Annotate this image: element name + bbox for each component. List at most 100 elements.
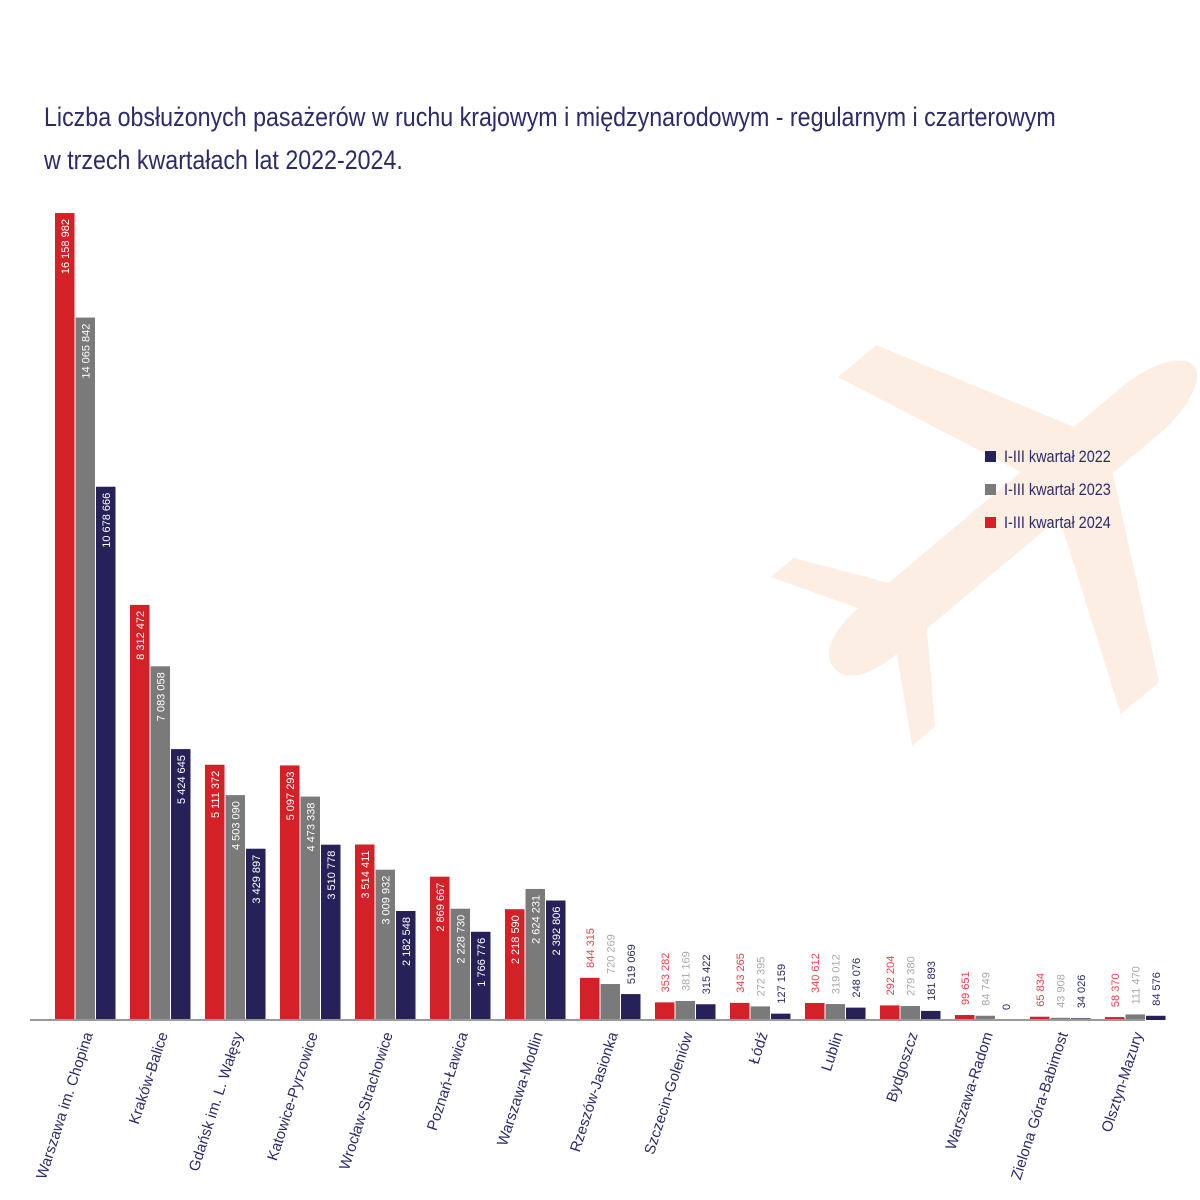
bar [280, 765, 300, 1020]
bar [1050, 1017, 1070, 1020]
data-label: 2 218 590 [510, 915, 522, 964]
data-label: 353 282 [660, 953, 672, 993]
data-label: 10 678 666 [101, 493, 113, 548]
legend-swatch [985, 517, 996, 528]
data-label: 519 069 [626, 944, 638, 984]
bar [825, 1004, 845, 1020]
bar [621, 994, 641, 1020]
data-label: 127 159 [776, 964, 788, 1004]
data-label: 844 315 [585, 928, 597, 968]
bar [150, 666, 170, 1020]
data-label: 3 429 897 [251, 855, 263, 904]
category-label: Szczecin-Goleniów [641, 1030, 697, 1157]
bar [1030, 1016, 1050, 1020]
data-label: 84 749 [981, 972, 993, 1006]
bar [1146, 1015, 1166, 1020]
bar [805, 1002, 825, 1020]
bar [505, 909, 525, 1020]
data-label: 5 097 293 [285, 771, 297, 820]
data-label: 99 651 [960, 971, 972, 1005]
bar [430, 876, 450, 1020]
legend-swatch [985, 451, 996, 462]
data-label: 381 169 [681, 951, 693, 991]
data-label: 58 370 [1110, 973, 1122, 1007]
data-label: 84 576 [1151, 972, 1163, 1006]
chart-title-line-2: w trzech kwartałach lat 2022-2024. [44, 145, 403, 175]
legend-label: I-III kwartał 2022 [1004, 446, 1111, 466]
category-label: Zielona Góra-Babimost [1008, 1029, 1072, 1182]
legend-swatch [985, 484, 996, 495]
data-label: 2 182 548 [401, 917, 413, 966]
data-label: 2 228 730 [456, 915, 468, 964]
data-label: 343 265 [735, 953, 747, 993]
data-label: 2 624 231 [531, 895, 543, 944]
category-label: Wrocław-Strachowice [336, 1030, 397, 1172]
bar [921, 1010, 941, 1020]
bar [750, 1006, 770, 1020]
bar [246, 848, 266, 1020]
legend: I-III kwartał 2022 I-III kwartał 2023 I-… [985, 440, 1130, 539]
data-label: 340 612 [810, 953, 822, 993]
bar [96, 486, 116, 1020]
bar [675, 1000, 695, 1020]
legend-item-2024: I-III kwartał 2024 [985, 506, 1130, 539]
bar [880, 1005, 900, 1020]
bar [130, 604, 150, 1020]
data-label: 5 111 372 [210, 771, 222, 818]
bar [975, 1015, 995, 1020]
bar [225, 795, 245, 1020]
bar [75, 317, 95, 1020]
data-label: 272 395 [756, 957, 768, 997]
category-label: Olsztyn-Mazury [1098, 1030, 1147, 1135]
data-label: 65 834 [1035, 973, 1047, 1007]
category-label: Bydgoszcz [883, 1030, 922, 1104]
category-label: Gdańsk im. L. Wałęsy [186, 1030, 247, 1174]
data-label: 2 392 806 [551, 907, 563, 956]
data-label: 720 269 [606, 934, 618, 974]
bar [900, 1006, 920, 1020]
data-label: 43 908 [1056, 974, 1068, 1008]
bar [600, 984, 620, 1020]
bar [846, 1007, 866, 1020]
bar [955, 1015, 975, 1020]
category-label: Katowice-Pyrzowice [264, 1030, 322, 1163]
category-label: Łódź [746, 1030, 772, 1066]
bar [730, 1002, 750, 1020]
bar [1105, 1017, 1125, 1020]
data-label: 3 009 932 [381, 876, 393, 925]
bar [300, 796, 320, 1020]
data-label: 315 422 [701, 954, 713, 994]
bar [171, 749, 191, 1020]
data-label: 319 012 [831, 954, 843, 994]
data-label: 1 766 776 [476, 938, 488, 987]
category-label: Warszawa-Radom [943, 1030, 997, 1152]
data-label: 5 424 645 [176, 755, 188, 804]
category-label: Poznań-Ławica [424, 1029, 472, 1132]
bar [471, 931, 491, 1020]
bar [321, 844, 341, 1020]
data-label: 7 083 058 [156, 672, 168, 721]
bar [771, 1013, 791, 1020]
bar [580, 977, 600, 1020]
bar [355, 844, 375, 1020]
bar [1125, 1014, 1145, 1020]
category-label: Warszawa im. Chopina [33, 1029, 97, 1181]
category-label: Rzeszów-Jasionka [567, 1029, 622, 1154]
data-label: 2 869 667 [435, 883, 447, 932]
bar [396, 911, 416, 1020]
data-label: 3 514 411 [360, 850, 372, 898]
airplane-watermark-icon [770, 345, 1197, 746]
chart-title: Liczba obsłużonych pasażerów w ruchu kra… [44, 96, 1184, 182]
data-label: 34 026 [1076, 975, 1088, 1009]
data-label: 0 [1001, 1004, 1013, 1010]
legend-item-2023: I-III kwartał 2023 [985, 473, 1130, 506]
data-label: 8 312 472 [135, 611, 147, 660]
bar [205, 764, 225, 1020]
data-label: 181 893 [926, 961, 938, 1001]
legend-item-2022: I-III kwartał 2022 [985, 440, 1130, 473]
category-label: Kraków-Balice [126, 1030, 172, 1126]
data-label: 4 473 338 [306, 803, 318, 852]
legend-label: I-III kwartał 2024 [1004, 512, 1111, 532]
data-label: 279 380 [906, 956, 918, 996]
